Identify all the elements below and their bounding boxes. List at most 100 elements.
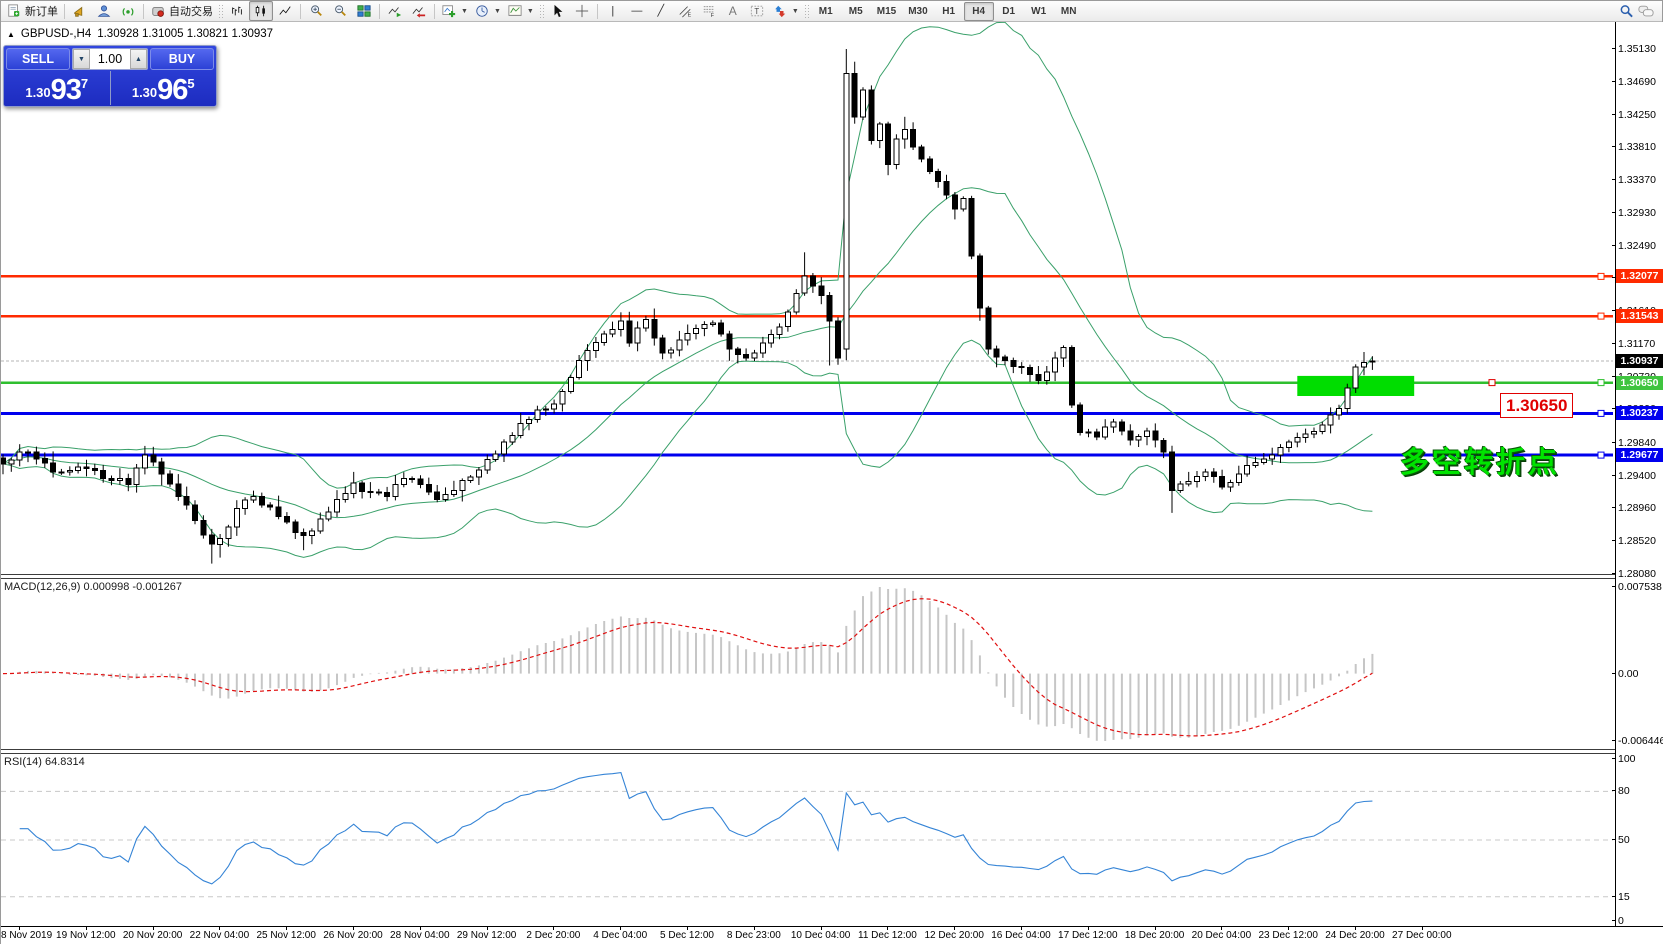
community-button[interactable] bbox=[92, 1, 116, 21]
zoom-out-button[interactable] bbox=[328, 1, 352, 21]
line-handle[interactable] bbox=[1597, 379, 1605, 387]
candle-body bbox=[943, 181, 950, 196]
timeframe-button-m1[interactable]: M1 bbox=[818, 5, 833, 17]
periods-button[interactable]: ▼ bbox=[471, 1, 504, 21]
candle-body bbox=[1010, 359, 1017, 367]
price-tick-label: 1.33810 bbox=[1612, 141, 1663, 153]
zoom-in-button[interactable] bbox=[304, 1, 328, 21]
timeframe-button-m30[interactable]: M30 bbox=[908, 5, 928, 17]
auto-scroll-button[interactable] bbox=[383, 1, 407, 21]
new-order-button[interactable]: 新订单 bbox=[3, 1, 61, 21]
arrows-tool-button[interactable]: ▼ bbox=[769, 1, 802, 21]
candle-body bbox=[108, 478, 115, 481]
buy-price-display[interactable]: 1.30 96 5 bbox=[111, 71, 217, 105]
candle-body bbox=[718, 322, 725, 335]
pane-splitter-rsi[interactable] bbox=[1, 749, 1615, 754]
candle-body bbox=[567, 376, 574, 392]
candle-body bbox=[125, 478, 132, 486]
channel-tool-button[interactable]: E bbox=[673, 1, 697, 21]
timeframe-button-mn[interactable]: MN bbox=[1060, 5, 1077, 17]
text-tool-button[interactable]: A bbox=[728, 4, 737, 18]
timeframe-button-d1[interactable]: D1 bbox=[1002, 5, 1016, 17]
sell-price-display[interactable]: 1.30 93 7 bbox=[4, 71, 111, 105]
candle-body bbox=[133, 467, 140, 486]
price-box-anchor[interactable] bbox=[1488, 379, 1496, 387]
main-price-pane[interactable] bbox=[1, 22, 1663, 574]
template-icon bbox=[507, 3, 523, 19]
trendline-tool-button[interactable]: ╱ bbox=[657, 4, 665, 17]
timeframe-button-m15[interactable]: M15 bbox=[876, 5, 897, 17]
candle-body bbox=[876, 123, 883, 142]
candle-body bbox=[50, 462, 57, 473]
buy-price-sup: 5 bbox=[187, 76, 195, 91]
candle-body bbox=[709, 322, 716, 325]
price-annotation-box[interactable]: 1.30650 bbox=[1500, 393, 1574, 418]
sell-button[interactable]: SELL bbox=[6, 48, 70, 70]
hline-tool-button[interactable]: — bbox=[631, 4, 643, 17]
crosshair-icon bbox=[574, 3, 590, 19]
candle-body bbox=[392, 484, 399, 498]
candle-body bbox=[66, 469, 73, 473]
candle-body bbox=[801, 275, 808, 294]
line-handle[interactable] bbox=[1597, 451, 1605, 459]
signal-button[interactable] bbox=[116, 1, 140, 21]
candle-body bbox=[1227, 482, 1234, 488]
chat-icon[interactable] bbox=[1638, 3, 1654, 19]
candle-body bbox=[175, 483, 182, 498]
candle-body bbox=[1269, 454, 1276, 460]
templates-button[interactable]: ▼ bbox=[504, 1, 537, 21]
line-handle[interactable] bbox=[1597, 409, 1605, 417]
timeframe-button-w1[interactable]: W1 bbox=[1031, 5, 1047, 17]
candle-body bbox=[1352, 366, 1359, 389]
indicators-button[interactable]: ▼ bbox=[438, 1, 471, 21]
buy-button[interactable]: BUY bbox=[150, 48, 214, 70]
candle-chart-icon bbox=[253, 3, 269, 19]
candle-body bbox=[684, 333, 691, 341]
time-axis-tick bbox=[620, 927, 622, 930]
timeframe-button-h4[interactable]: H4 bbox=[963, 1, 994, 21]
cursor-tool-button[interactable] bbox=[546, 1, 570, 21]
timeframe-button-h1[interactable]: H1 bbox=[942, 5, 956, 17]
vline-tool-button[interactable]: | bbox=[611, 4, 615, 17]
time-axis-label: 29 Nov 12:00 bbox=[456, 930, 517, 941]
collapse-arrow-icon[interactable]: ▲ bbox=[7, 29, 15, 39]
candle-body bbox=[1319, 424, 1326, 433]
fibonacci-tool-button[interactable]: F bbox=[697, 1, 721, 21]
timeframe-button-m5[interactable]: M5 bbox=[848, 5, 863, 17]
market-watch-button[interactable] bbox=[68, 1, 92, 21]
candle-body bbox=[793, 292, 800, 313]
time-axis-label: 22 Nov 04:00 bbox=[189, 930, 250, 941]
macd-scale-label: -0.006446 bbox=[1612, 735, 1663, 747]
time-axis[interactable]: 8 Nov 2019 19 Nov 12:00 20 Nov 20:00 22 Nov… bbox=[1, 927, 1663, 945]
candle-chart-button[interactable] bbox=[249, 1, 273, 21]
volume-increase-button[interactable]: ▲ bbox=[130, 49, 147, 69]
candle-body bbox=[16, 451, 23, 461]
pane-splitter-macd[interactable] bbox=[1, 574, 1615, 579]
time-axis-label: 27 Dec 00:00 bbox=[1392, 930, 1452, 941]
new-order-label: 新订单 bbox=[25, 6, 58, 18]
line-handle[interactable] bbox=[1597, 312, 1605, 320]
crosshair-tool-button[interactable] bbox=[570, 1, 594, 21]
bar-chart-button[interactable] bbox=[225, 1, 249, 21]
chart-shift-button[interactable] bbox=[407, 1, 431, 21]
candle-body bbox=[1052, 357, 1059, 373]
line-chart-button[interactable] bbox=[273, 1, 297, 21]
volume-value[interactable]: 1.00 bbox=[97, 52, 123, 66]
tile-windows-button[interactable] bbox=[352, 1, 376, 21]
price-tick-label: 1.28080 bbox=[1612, 568, 1663, 580]
line-handle[interactable] bbox=[1597, 272, 1605, 280]
candle-body bbox=[75, 466, 82, 471]
volume-decrease-button[interactable]: ▼ bbox=[73, 49, 90, 69]
candle-body bbox=[542, 408, 549, 411]
search-icon[interactable] bbox=[1618, 3, 1634, 19]
candle-body bbox=[1, 457, 6, 465]
time-axis-tick bbox=[687, 927, 688, 930]
macd-pane[interactable] bbox=[1, 579, 1663, 749]
time-axis-tick bbox=[219, 927, 221, 930]
line-chart-icon bbox=[277, 3, 293, 19]
time-axis-tick bbox=[954, 927, 956, 930]
autotrading-button[interactable]: 自动交易 bbox=[147, 1, 216, 21]
candle-body bbox=[1369, 360, 1376, 363]
label-tool-button[interactable]: T bbox=[745, 1, 769, 21]
rsi-pane[interactable] bbox=[1, 754, 1663, 926]
